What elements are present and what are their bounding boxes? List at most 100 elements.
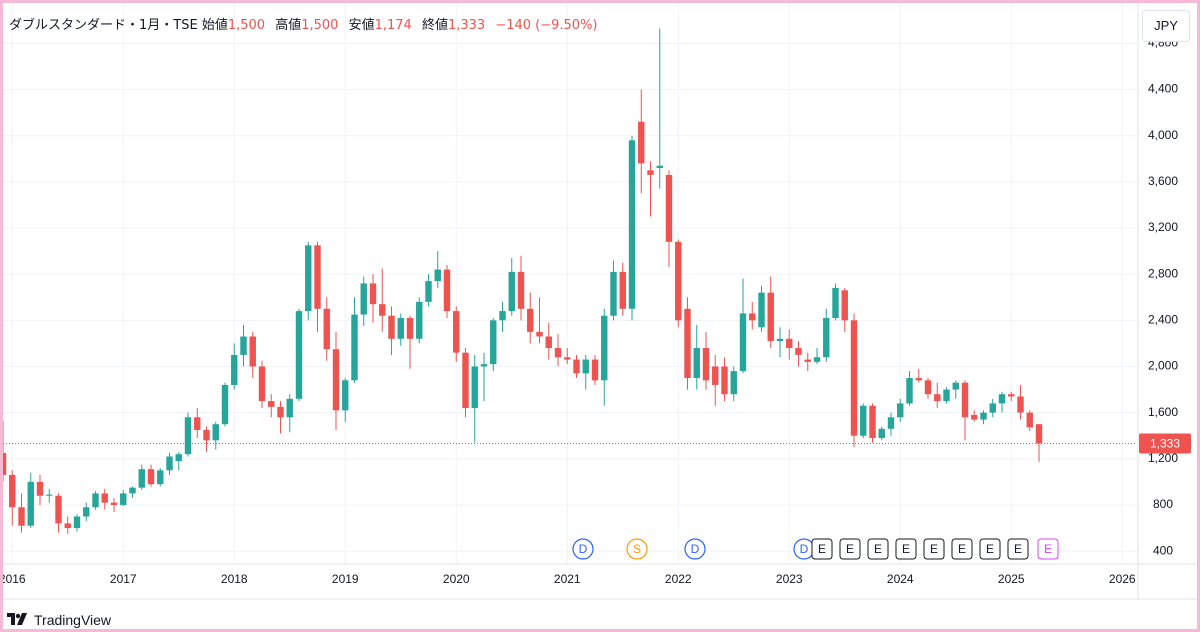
candle-body (906, 378, 913, 404)
event-label: D (800, 542, 809, 556)
event-badge (895, 538, 917, 560)
x-tick-label: 2021 (554, 572, 581, 586)
y-tick-label: 1,200 (1148, 451, 1178, 465)
candle-body (527, 308, 534, 332)
event-marker[interactable]: D (684, 538, 706, 560)
candle-body (138, 469, 145, 488)
candle-body (120, 493, 127, 505)
event-marker[interactable]: E (811, 538, 833, 560)
low-label: 安値 (348, 18, 375, 33)
candle-body (989, 403, 996, 413)
candle-body (46, 494, 53, 496)
event-marker[interactable]: E (951, 538, 973, 560)
x-tick-label: 2016 (3, 572, 26, 586)
candle-body (767, 292, 774, 342)
y-tick-label: 4,000 (1148, 128, 1178, 142)
candle-body (980, 412, 987, 420)
candle-body (425, 281, 432, 302)
candle-body (628, 140, 636, 309)
y-tick-label: 400 (1153, 543, 1173, 557)
event-label: E (958, 542, 966, 556)
high-value: 1,500 (301, 18, 339, 33)
candle-body (591, 359, 599, 381)
event-badge (979, 538, 1001, 560)
event-badge (626, 538, 648, 560)
event-marker[interactable]: E (923, 538, 945, 560)
event-label: E (1014, 542, 1022, 556)
candle-body (665, 174, 673, 242)
candle-body (601, 315, 608, 381)
candle-body (184, 417, 192, 455)
event-badge (811, 538, 833, 560)
candle-body (27, 481, 34, 526)
event-badge (839, 538, 861, 560)
close-value: 1,333 (447, 18, 486, 33)
event-label: D (691, 542, 700, 556)
candle-body (443, 269, 451, 312)
candle-body (776, 338, 784, 342)
candle-body (573, 359, 580, 374)
candle-body (332, 349, 340, 411)
candle-body (499, 311, 506, 321)
event-label: E (1044, 542, 1052, 556)
event-badge (923, 538, 945, 560)
event-marker[interactable]: E (979, 538, 1001, 560)
ohlc-legend: ダブルスタンダード・1月・TSE 始値1,500 高値1,500 安値1,174… (9, 14, 604, 33)
candle-body (101, 493, 108, 503)
candle-body (813, 357, 821, 362)
y-tick-label: 3,200 (1148, 220, 1178, 234)
event-marker[interactable]: E (1007, 538, 1029, 560)
candle-body (314, 245, 321, 309)
candle-body (305, 245, 312, 312)
event-marker[interactable]: E (1037, 538, 1059, 560)
x-tick-label: 2026 (1109, 572, 1136, 586)
event-marker[interactable]: D (572, 538, 594, 560)
change-value: −140 (−9.50%) (495, 18, 598, 33)
candle-body (249, 336, 256, 367)
candle-body (240, 336, 247, 355)
event-marker[interactable]: S (626, 538, 648, 560)
x-tick-label: 2022 (665, 572, 692, 586)
y-tick-label: 2,000 (1148, 359, 1178, 373)
candle-body (934, 394, 941, 402)
x-tick-label: 2024 (887, 572, 914, 586)
event-badge (684, 538, 706, 560)
candle-body (480, 364, 488, 367)
candle-body (462, 352, 469, 409)
candle-body (360, 283, 367, 315)
candle-body (693, 348, 700, 379)
candle-body (295, 311, 303, 399)
event-marker[interactable]: E (895, 538, 917, 560)
candle-body (258, 366, 266, 402)
candle-body (55, 495, 62, 524)
event-badge (1037, 538, 1059, 560)
candle-body (175, 454, 182, 462)
currency-button[interactable]: JPY (1142, 10, 1190, 42)
event-marker[interactable]: E (839, 538, 861, 560)
candle-body (758, 292, 765, 328)
candle-body (564, 357, 571, 360)
event-marker[interactable]: E (867, 538, 889, 560)
candle-body (166, 456, 173, 471)
candle-body (416, 301, 423, 339)
open-value: 1,500 (227, 18, 266, 33)
candle-body (823, 318, 830, 358)
candle-body (388, 315, 395, 339)
candle-body (943, 389, 950, 402)
branding[interactable]: TradingView (7, 612, 111, 628)
y-tick-label: 800 (1153, 497, 1173, 511)
event-label: E (874, 542, 882, 556)
candle-body (277, 406, 284, 418)
candle-body (897, 403, 904, 418)
candle-body (887, 417, 895, 429)
candle-body (110, 502, 118, 505)
symbol[interactable]: ダブルスタンダード・1月・TSE (9, 18, 198, 33)
event-marker[interactable]: D (793, 538, 815, 560)
brand-name: TradingView (34, 612, 112, 628)
candle-body (3, 453, 7, 475)
candle-body (721, 366, 728, 395)
candle-body (453, 311, 460, 353)
candle-body (36, 481, 44, 496)
event-label: E (902, 542, 910, 556)
chart: 400 800 1,200 1,600 2,000 2,400 2,800 3,200 3,60… (3, 3, 1197, 600)
